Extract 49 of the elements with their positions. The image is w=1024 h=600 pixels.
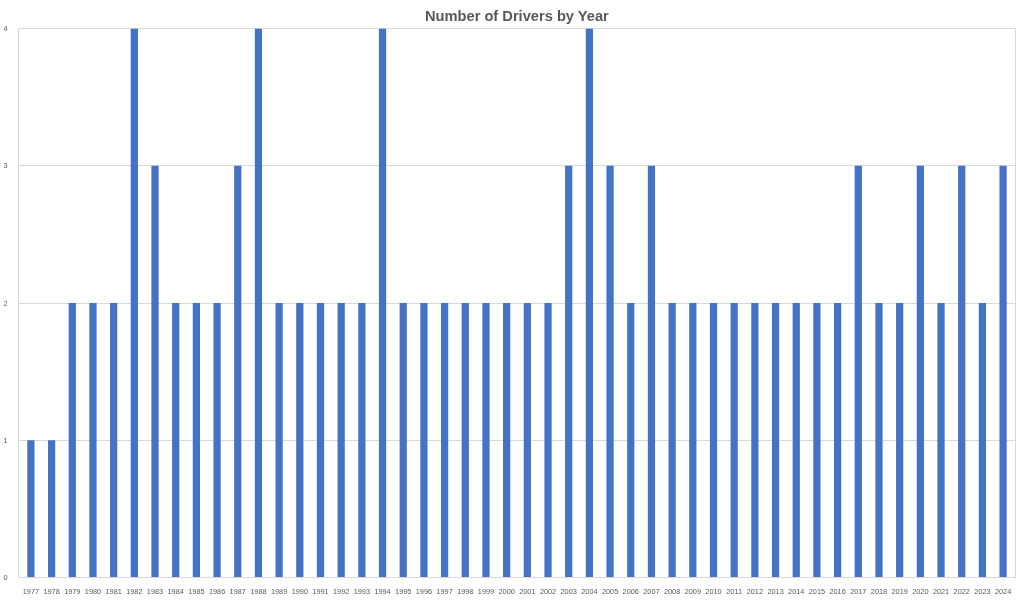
bar: [958, 165, 966, 578]
bar: [234, 165, 242, 578]
bar: [213, 303, 221, 578]
bar: [792, 303, 800, 578]
bar: [627, 303, 635, 578]
bar: [378, 28, 387, 578]
bar: [833, 303, 842, 578]
bar: [523, 303, 531, 578]
bar: [172, 303, 180, 578]
bar: [503, 303, 511, 578]
bar: [668, 303, 676, 578]
bar: [937, 303, 945, 578]
bar: [916, 165, 924, 578]
bar: [27, 440, 35, 578]
bar: [68, 303, 76, 578]
bar: [47, 440, 56, 578]
bar: [647, 165, 656, 578]
bar: [896, 303, 904, 578]
bar: [89, 303, 97, 578]
bar: [440, 303, 449, 578]
chart-title: Number of Drivers by Year: [424, 7, 610, 24]
bar: [358, 303, 366, 578]
bar: [316, 303, 325, 578]
bar: [854, 165, 862, 578]
bar: [275, 303, 283, 578]
bar: [130, 28, 138, 578]
bar: [606, 165, 614, 578]
bar: [399, 303, 407, 578]
bar: [420, 303, 428, 578]
bar: [544, 303, 552, 578]
bar: [730, 303, 738, 578]
bar: [482, 303, 490, 578]
bar: [709, 303, 718, 578]
bar: [771, 303, 780, 578]
bar: [875, 303, 883, 578]
bar: [978, 303, 987, 578]
bar: [999, 165, 1007, 578]
bar: [585, 28, 594, 578]
bar: [461, 303, 469, 578]
bar: [337, 303, 345, 578]
bar: [813, 303, 821, 578]
bar: [192, 303, 201, 578]
bar: [751, 303, 759, 578]
bar: [151, 165, 159, 578]
bar: [110, 303, 118, 578]
bar: [296, 303, 304, 578]
bar: [254, 28, 263, 578]
bar: [565, 165, 573, 578]
bar: [689, 303, 697, 578]
